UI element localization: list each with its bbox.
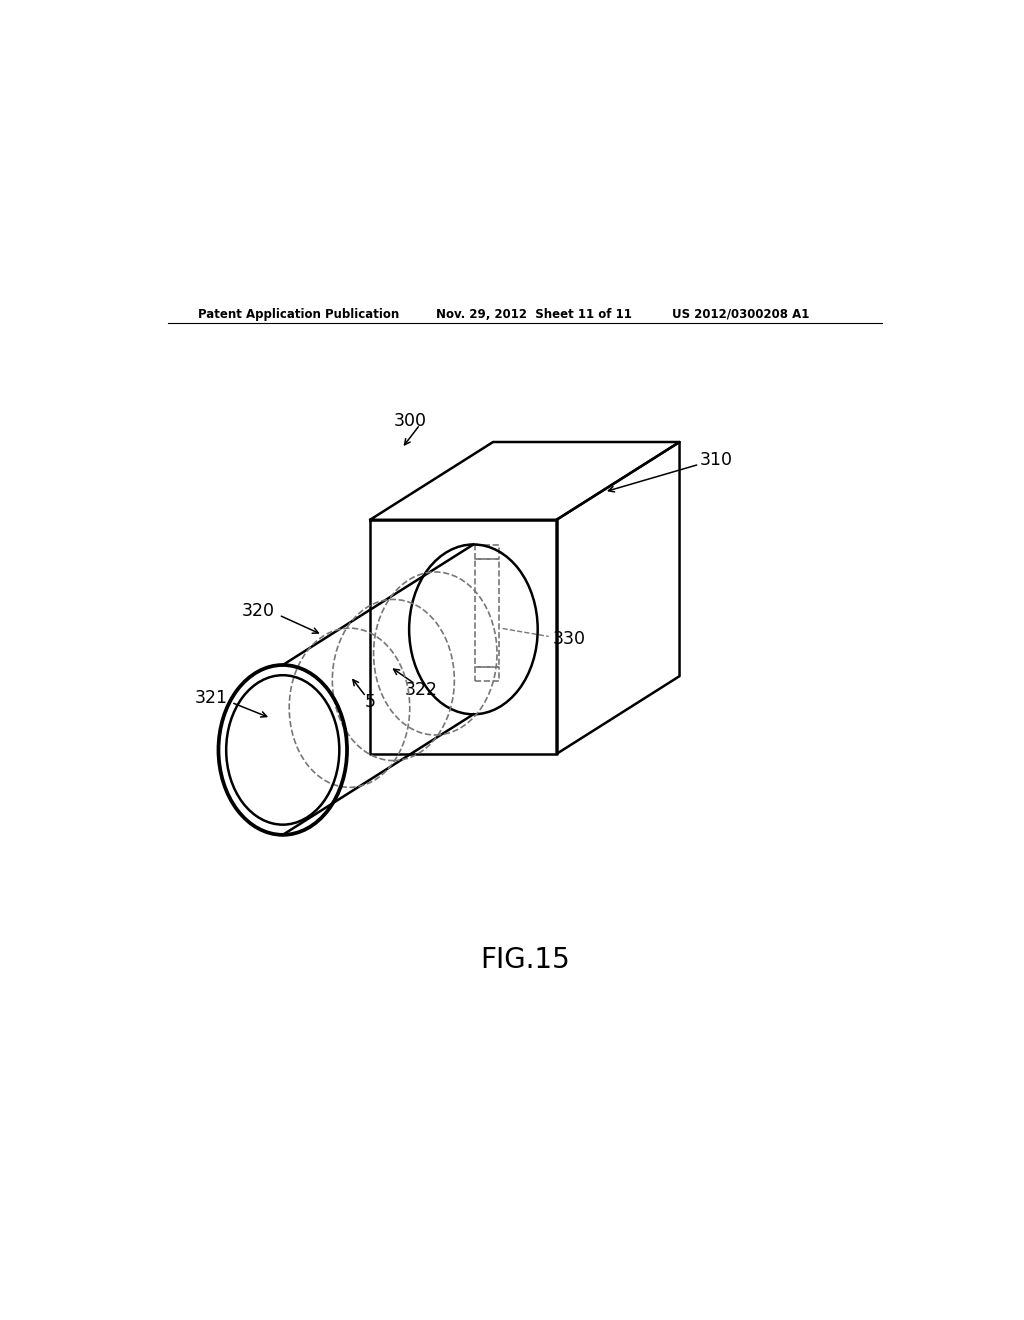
- Text: 5: 5: [365, 693, 376, 711]
- Text: 320: 320: [242, 602, 274, 620]
- Text: Nov. 29, 2012  Sheet 11 of 11: Nov. 29, 2012 Sheet 11 of 11: [436, 308, 632, 321]
- Text: 321: 321: [195, 689, 227, 708]
- Text: US 2012/0300208 A1: US 2012/0300208 A1: [672, 308, 809, 321]
- Text: FIG.15: FIG.15: [480, 946, 569, 974]
- Text: 300: 300: [393, 412, 426, 429]
- Text: Patent Application Publication: Patent Application Publication: [198, 308, 399, 321]
- Text: 310: 310: [699, 451, 732, 470]
- Text: 330: 330: [553, 630, 586, 648]
- Text: 322: 322: [406, 681, 438, 700]
